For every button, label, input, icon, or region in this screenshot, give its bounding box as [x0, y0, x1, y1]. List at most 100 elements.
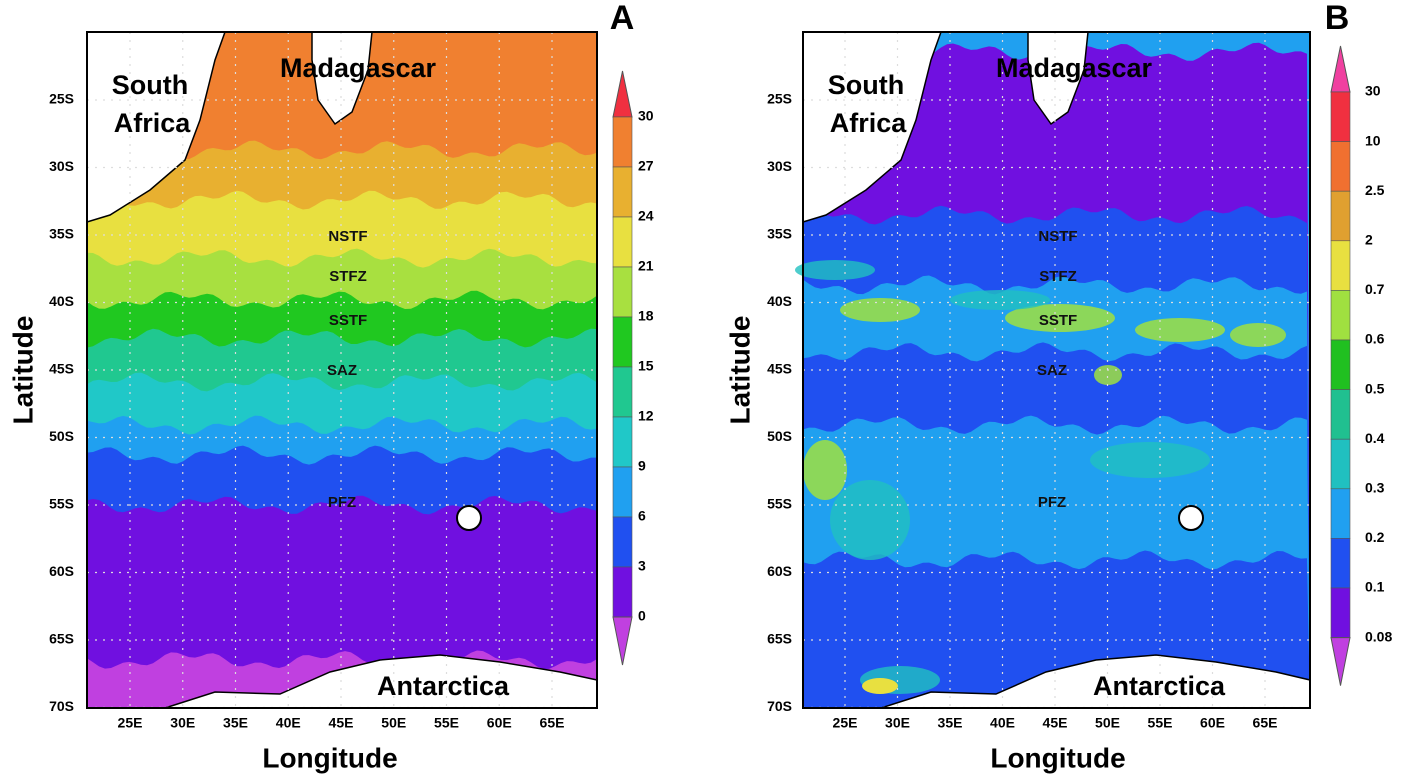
colorbar-segment [612, 366, 633, 418]
sea-patch [1135, 318, 1225, 342]
colorbar-segment [612, 566, 633, 618]
lat-tick-label: 35S [49, 226, 74, 242]
land-madagascar [1027, 31, 1089, 126]
lon-tick-label: 65E [1253, 715, 1278, 731]
colorbar-segment [1330, 339, 1351, 390]
lon-tick-label: 60E [1200, 715, 1225, 731]
station-marker [456, 505, 482, 531]
colorbar-under [612, 616, 633, 666]
x-axis-label: Longitude [262, 742, 397, 773]
colorbar-over [1330, 45, 1351, 93]
colorbar-label: 6 [638, 508, 646, 524]
lat-tick-label: 30S [49, 158, 74, 174]
lon-tick-label: 60E [487, 715, 512, 731]
lat-tick-label: 55S [49, 496, 74, 512]
lat-tick-label: 60S [49, 563, 74, 579]
map-frame [86, 31, 598, 709]
colorbar-label: 27 [638, 158, 654, 174]
lon-tick-label: 25E [833, 715, 858, 731]
colorbar-segment [1330, 538, 1351, 589]
colorbar-label: 2.5 [1365, 182, 1385, 198]
colorbar-label: 0.6 [1365, 331, 1385, 347]
lat-tick-label: 55S [767, 496, 792, 512]
place-label: South [112, 70, 188, 100]
colorbar-label: 10 [1365, 132, 1381, 148]
lon-tick-label: 30E [170, 715, 195, 731]
colorbar-segment [1330, 240, 1351, 291]
zone-label: SAZ [327, 362, 357, 379]
lat-tick-label: 30S [767, 158, 792, 174]
lon-tick-label: 55E [434, 715, 459, 731]
lon-tick-label: 35E [938, 715, 963, 731]
colorbar-label: 2 [1365, 232, 1373, 248]
colorbar-segment [612, 166, 633, 218]
sea-patch [862, 678, 898, 694]
lat-tick-label: 65S [767, 631, 792, 647]
lat-tick-label: 70S [767, 698, 792, 714]
colorbar-label: 30 [638, 108, 654, 124]
sea-patch [1230, 323, 1286, 347]
colorbar-over [612, 70, 633, 118]
colorbar-segment [612, 216, 633, 268]
lat-tick-label: 60S [767, 563, 792, 579]
sea-patch [803, 440, 847, 500]
colorbar-label: 0.2 [1365, 529, 1385, 545]
zone-label: SSTF [1039, 312, 1077, 329]
zone-label: STFZ [1039, 268, 1077, 285]
land-africa [802, 31, 943, 224]
colorbar-label: 12 [638, 408, 654, 424]
colorbar-label: 24 [638, 208, 654, 224]
panel-letter: B [1325, 0, 1350, 37]
lat-tick-label: 45S [767, 361, 792, 377]
y-axis-label: Latitude [7, 316, 38, 425]
place-label: Africa [830, 108, 908, 138]
lon-tick-label: 45E [329, 715, 354, 731]
lon-tick-label: 40E [276, 715, 301, 731]
panel-letter: A [610, 0, 635, 37]
colorbar-under [1330, 637, 1351, 686]
lat-tick-label: 70S [49, 698, 74, 714]
colorbar-segment [612, 516, 633, 568]
colorbar-segment [1330, 488, 1351, 539]
sea-patch [830, 480, 910, 560]
colorbar-label: 15 [638, 358, 654, 374]
colorbar-segment [612, 416, 633, 468]
colorbar-segment [612, 466, 633, 518]
lon-tick-label: 40E [990, 715, 1015, 731]
lat-tick-label: 40S [49, 293, 74, 309]
lon-tick-label: 50E [381, 715, 406, 731]
lon-tick-label: 55E [1148, 715, 1173, 731]
sea-patch [1005, 304, 1115, 332]
place-label: Antarctica [377, 671, 510, 701]
sea-patch [840, 298, 920, 322]
zone-label: SSTF [329, 312, 367, 329]
zone-label: SAZ [1037, 362, 1067, 379]
sea-patch [1090, 442, 1210, 478]
y-axis-label: Latitude [724, 316, 755, 425]
lat-tick-label: 35S [767, 226, 792, 242]
colorbar-label: 0.4 [1365, 430, 1385, 446]
colorbar-segment [1330, 290, 1351, 341]
x-axis-label: Longitude [990, 742, 1125, 773]
lat-tick-label: 65S [49, 631, 74, 647]
colorbar-segment [612, 116, 633, 168]
zone-label: NSTF [1038, 228, 1077, 245]
zone-label: STFZ [329, 268, 367, 285]
colorbar-segment [1330, 438, 1351, 490]
zone-label: PFZ [1038, 494, 1066, 511]
land-madagascar [311, 31, 373, 126]
colorbar-segment [1330, 389, 1351, 440]
colorbar-label: 0.7 [1365, 281, 1385, 297]
place-label: Madagascar [996, 53, 1153, 83]
lat-tick-label: 50S [767, 428, 792, 444]
place-label: Madagascar [280, 53, 437, 83]
lon-tick-label: 25E [118, 715, 143, 731]
station-marker [1178, 505, 1204, 531]
lon-tick-label: 65E [540, 715, 565, 731]
lat-tick-label: 45S [49, 361, 74, 377]
sea-patch [795, 260, 875, 280]
lat-tick-label: 25S [767, 91, 792, 107]
colorbar-label: 0.5 [1365, 380, 1385, 396]
colorbar-label: 30 [1365, 83, 1381, 99]
